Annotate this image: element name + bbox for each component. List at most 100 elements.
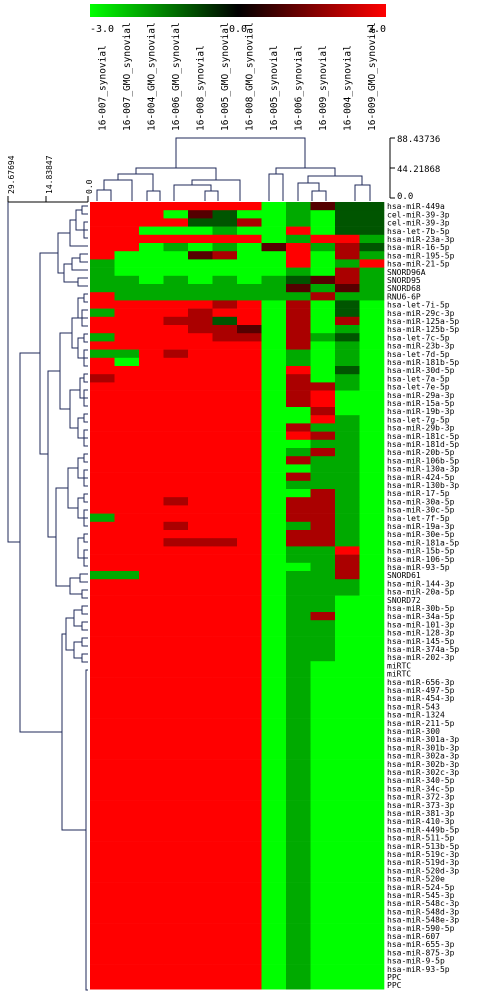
heatmap-cell [139, 300, 164, 309]
heatmap-cell [139, 792, 164, 801]
heatmap-cell [359, 751, 385, 760]
heatmap-cell [359, 259, 385, 268]
heatmap-cell [212, 489, 238, 498]
heatmap-cell [212, 349, 238, 359]
heatmap-cell [163, 743, 189, 752]
heatmap-cell [163, 685, 189, 695]
heatmap-cell [261, 325, 287, 334]
heatmap-cell [359, 579, 385, 588]
heatmap-cell [286, 931, 311, 941]
heatmap-cell [114, 489, 140, 498]
heatmap-cell [212, 849, 238, 859]
heatmap-cell [188, 858, 213, 867]
heatmap-cell [335, 415, 360, 424]
heatmap-cell [237, 595, 262, 605]
heatmap-cell [237, 702, 262, 711]
heatmap-cell [237, 341, 262, 350]
heatmap-cell [114, 743, 140, 752]
heatmap-cell [286, 308, 311, 318]
heatmap-cell [359, 554, 385, 564]
heatmap-cell [212, 882, 238, 892]
row-label: hsa-miR-513b-5p [387, 842, 459, 851]
heatmap-cell [237, 923, 262, 933]
heatmap-cell [335, 202, 360, 211]
heatmap-cell [163, 234, 189, 244]
heatmap-cell [335, 554, 360, 564]
heatmap-cell [163, 767, 189, 777]
heatmap-cell [163, 718, 189, 728]
heatmap-cell [310, 964, 336, 974]
heatmap-cell [139, 546, 164, 555]
heatmap-cell [335, 218, 360, 227]
heatmap-cell [237, 308, 262, 318]
heatmap-cell [212, 218, 238, 227]
heatmap-cell [286, 899, 311, 908]
heatmap-cell [261, 972, 287, 982]
row-label: hsa-let-7b-5p [387, 227, 450, 236]
heatmap-cell [237, 374, 262, 383]
heatmap-cell [163, 595, 189, 605]
heatmap-cell [212, 858, 238, 867]
heatmap-cell [237, 931, 262, 941]
heatmap-cell [114, 899, 140, 908]
heatmap-cell [188, 325, 213, 334]
heatmap-cell [310, 530, 336, 539]
heatmap-cell [114, 653, 140, 662]
heatmap-cell [114, 521, 140, 531]
heatmap-cell [310, 743, 336, 752]
heatmap-cell [163, 448, 189, 457]
heatmap-cell [163, 407, 189, 416]
heatmap-cell [237, 726, 262, 736]
heatmap-cell [90, 735, 115, 744]
heatmap-cell [335, 472, 360, 482]
heatmap-cell [261, 858, 287, 867]
heatmap-cell [139, 579, 164, 588]
heatmap-cell [286, 759, 311, 769]
row-label: hsa-miR-30c-5p [387, 506, 455, 515]
heatmap-cell [237, 776, 262, 785]
heatmap-cell [163, 489, 189, 498]
heatmap-cell [114, 579, 140, 588]
heatmap-cell [286, 374, 311, 383]
heatmap-cell [212, 571, 238, 580]
heatmap-cell [335, 620, 360, 629]
heatmap-cell [286, 382, 311, 391]
heatmap-cell [212, 275, 238, 285]
heatmap-cell [90, 538, 115, 547]
heatmap-cell [114, 472, 140, 482]
heatmap-cell [310, 210, 336, 219]
row-label: hsa-miR-29c-3p [387, 309, 455, 318]
heatmap-cell [359, 226, 385, 236]
heatmap-cell [237, 267, 262, 277]
heatmap-cell [139, 956, 164, 965]
heatmap-cell [139, 480, 164, 490]
heatmap-cell [310, 800, 336, 810]
heatmap-cell [261, 464, 287, 473]
row-label: SNORD68 [387, 284, 421, 293]
heatmap-cell [286, 341, 311, 350]
row-label: hsa-miR-1324 [387, 711, 445, 720]
heatmap-cell [237, 759, 262, 769]
heatmap-cell [139, 489, 164, 498]
heatmap-cell [114, 923, 140, 933]
heatmap-cell [237, 398, 262, 408]
row-label: hsa-miR-34a-5p [387, 612, 455, 621]
heatmap-cell [335, 398, 360, 408]
heatmap-cell [335, 316, 360, 326]
heatmap-cell [261, 480, 287, 490]
heatmap-cell [90, 571, 115, 580]
heatmap-cell [310, 489, 336, 498]
heatmap-cell [359, 251, 385, 260]
heatmap-cell [90, 718, 115, 728]
heatmap-cell [335, 562, 360, 572]
heatmap-cell [188, 259, 213, 268]
heatmap-cell [286, 833, 311, 842]
heatmap-cell [163, 653, 189, 662]
row-label: hsa-miR-23b-3p [387, 342, 455, 351]
heatmap-cell [237, 751, 262, 760]
heatmap-cell [359, 300, 385, 309]
heatmap-cell [139, 423, 164, 432]
heatmap-cell [359, 243, 385, 252]
heatmap-cell [359, 562, 385, 572]
heatmap-cell [212, 800, 238, 810]
